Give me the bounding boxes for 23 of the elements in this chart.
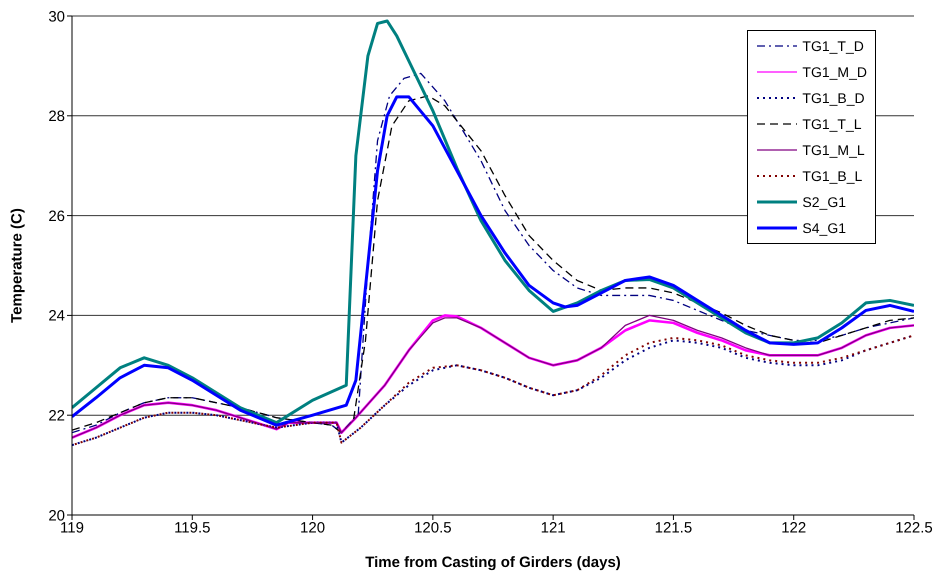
x-tick-label: 120.5	[414, 520, 452, 537]
y-tick-label: 22	[48, 408, 65, 425]
x-axis-title: Time from Casting of Girders (days)	[365, 554, 621, 571]
y-axis-title: Temperature (C)	[8, 208, 26, 323]
legend-label: TG1_T_L	[802, 116, 862, 132]
x-tick-label: 119	[60, 520, 84, 537]
y-tick-label: 24	[48, 308, 65, 325]
x-tick-label: 122.5	[895, 520, 933, 537]
y-tick-label: 26	[48, 208, 65, 225]
x-tick-label: 121.5	[654, 520, 692, 537]
x-tick-label: 122	[781, 520, 806, 537]
legend-label: TG1_B_L	[802, 168, 862, 184]
x-tick-label: 121	[540, 520, 566, 537]
legend-label: S2_G1	[802, 194, 846, 210]
legend-label: TG1_M_D	[802, 64, 867, 80]
y-tick-label: 28	[48, 108, 65, 126]
legend-label: S4_G1	[802, 220, 846, 236]
y-tick-label: 30	[48, 8, 65, 26]
x-tick-label: 120	[300, 520, 326, 537]
legend-label: TG1_M_L	[802, 142, 865, 158]
legend-label: TG1_B_D	[802, 90, 865, 106]
legend-label: TG1_T_D	[802, 38, 864, 54]
x-tick-label: 119.5	[174, 520, 211, 537]
